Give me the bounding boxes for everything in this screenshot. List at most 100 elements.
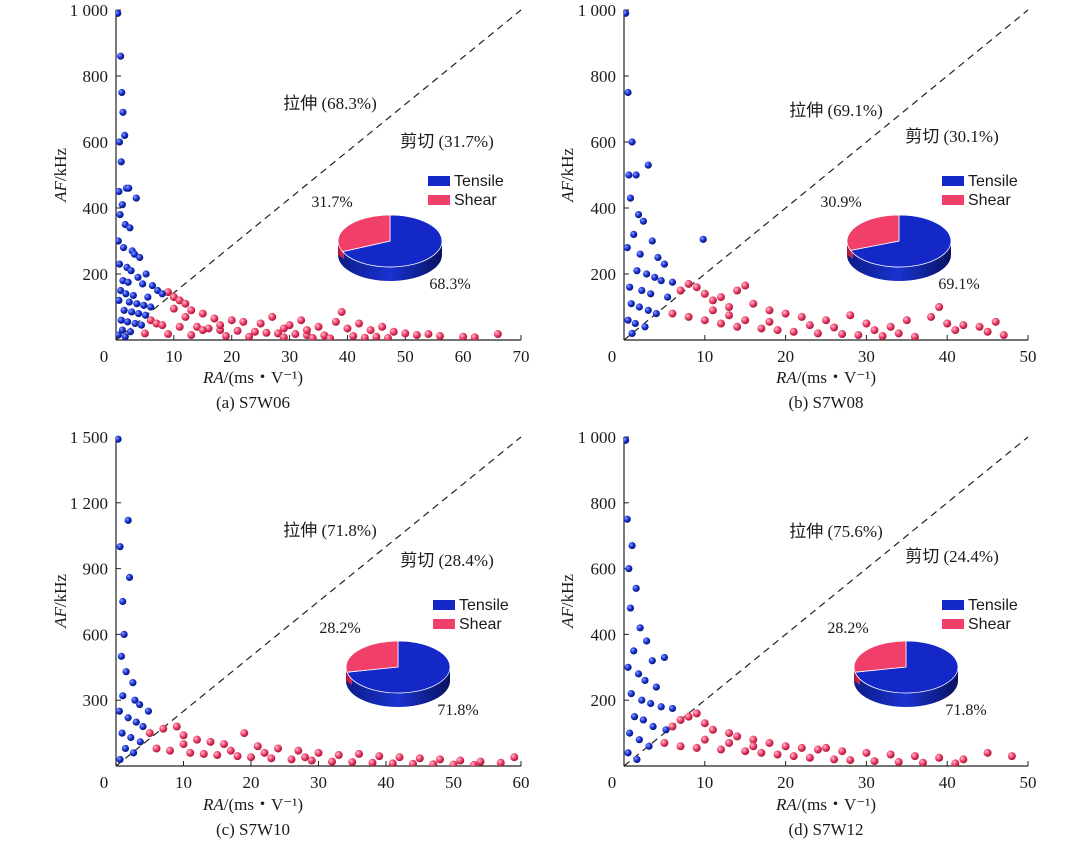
shear-point <box>700 735 709 744</box>
tensile-point <box>644 306 652 314</box>
x-tick-label: 40 <box>339 347 356 366</box>
shear-point <box>951 759 960 766</box>
y-tick-label: 400 <box>591 199 617 218</box>
tensile-point <box>144 293 152 301</box>
tensile-point <box>121 131 129 139</box>
shear-point <box>337 307 346 316</box>
tensile-point <box>636 624 644 632</box>
shear-point <box>943 319 952 328</box>
shear-point <box>294 746 303 755</box>
tensile-point <box>628 329 636 337</box>
legend: Tensile Shear <box>942 173 1018 209</box>
shear-point <box>279 333 288 340</box>
legend: Tensile Shear <box>433 597 509 633</box>
tensile-point <box>134 310 143 318</box>
shear-point <box>412 331 421 340</box>
y-tick-label: 800 <box>591 67 617 86</box>
tensile-point <box>118 88 126 97</box>
shear-point <box>781 309 790 318</box>
shear-point <box>757 748 766 757</box>
tensile-point <box>652 683 660 691</box>
shear-point <box>349 332 358 340</box>
x-tick-label: 20 <box>223 347 240 366</box>
shear-point <box>870 757 879 766</box>
x-tick-label: 0 <box>100 347 109 366</box>
shear-point <box>918 758 927 766</box>
shear-point <box>301 753 309 762</box>
tensile-point <box>140 301 148 309</box>
shear-point <box>733 286 742 295</box>
x-tick-label: 50 <box>1020 347 1037 366</box>
shear-point <box>253 742 262 751</box>
legend-label-tensile: Tensile <box>454 173 504 190</box>
shear-point <box>355 749 363 758</box>
pie-label-tensile: 71.8% <box>437 702 478 719</box>
shear-point <box>510 753 519 762</box>
pie-chart: 28.2% 71.8% <box>827 620 986 719</box>
shear-point <box>822 743 830 752</box>
tensile-point <box>627 690 635 698</box>
tensile-point <box>133 300 141 308</box>
tensile-point <box>625 565 633 573</box>
shear-point <box>749 299 758 308</box>
tensile-point <box>131 696 139 704</box>
tensile-point <box>116 9 122 17</box>
shear-point <box>813 329 822 338</box>
x-tick-label: 40 <box>939 773 956 792</box>
pie-chart: 30.9% 69.1% <box>820 194 979 293</box>
tensile-point <box>158 290 166 298</box>
tensile-point <box>639 217 647 225</box>
shear-point <box>152 744 161 753</box>
shear-point <box>708 306 717 315</box>
tensile-point <box>116 237 122 245</box>
shear-point <box>733 322 742 331</box>
pie-slice-shear <box>853 640 907 673</box>
shear-point <box>749 742 758 751</box>
shear-point <box>894 758 903 766</box>
tensile-point <box>116 331 122 339</box>
legend-swatch-tensile <box>433 600 455 610</box>
tensile-annotation: 拉伸 (68.3%) <box>283 94 376 113</box>
tensile-annotation: 拉伸 (75.6%) <box>789 522 882 541</box>
shear-point <box>496 758 505 766</box>
legend-swatch-tensile <box>942 176 964 186</box>
x-tick-label: 20 <box>777 773 794 792</box>
tensile-point <box>630 713 639 721</box>
shear-point <box>366 326 375 335</box>
shear-point <box>187 331 196 340</box>
tensile-point <box>116 435 122 443</box>
tensile-point <box>638 696 646 704</box>
shear-point <box>716 293 725 302</box>
x-axis-title: RA/(ms・V⁻¹) <box>202 795 303 814</box>
tensile-point <box>641 676 649 685</box>
shear-point <box>469 760 478 766</box>
shear-point <box>233 752 242 761</box>
shear-point <box>181 312 190 321</box>
panel-caption: (c) S7W10 <box>216 820 290 839</box>
tensile-point <box>651 273 659 281</box>
shear-point <box>193 735 201 744</box>
tensile-point <box>132 194 140 202</box>
shear-point <box>708 725 717 734</box>
tensile-point <box>117 158 125 166</box>
pie-chart: 28.2% 71.8% <box>319 620 478 719</box>
pie-chart: 31.7% 68.3% <box>311 194 470 293</box>
pie-slice-tensile <box>346 640 451 694</box>
pie-slice-shear <box>345 640 399 673</box>
shear-point <box>725 738 734 747</box>
shear-point <box>862 748 871 757</box>
x-tick-label: 60 <box>513 773 530 792</box>
shear-point <box>668 309 677 318</box>
shear-point <box>274 744 282 753</box>
pie-label-shear: 28.2% <box>319 620 360 637</box>
shear-point <box>684 312 693 321</box>
shear-point <box>395 753 404 762</box>
pie-label-tensile: 68.3% <box>429 276 470 293</box>
tensile-point <box>624 436 630 444</box>
shear-point <box>199 749 208 758</box>
chart-panel-a: 0 10 20 30 40 50 60 70 200 400 600 800 1 000 拉伸 (68.3… <box>51 1 530 412</box>
pie-side-tensile <box>346 667 450 707</box>
x-axis-title: RA/(ms・V⁻¹) <box>202 368 303 387</box>
tensile-point <box>139 280 147 288</box>
y-axis-title: AF/kHz <box>558 574 577 629</box>
